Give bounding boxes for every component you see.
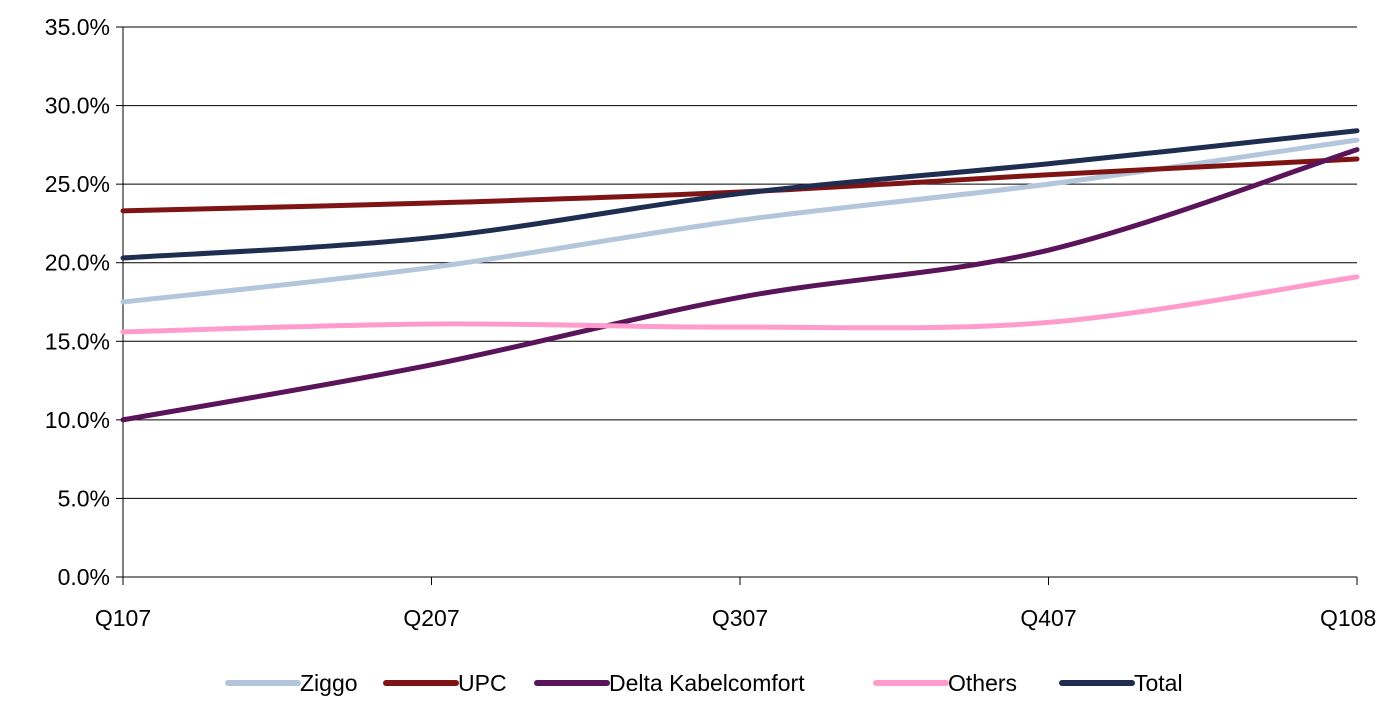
y-tick-label: 15.0% bbox=[45, 328, 110, 354]
series-line-upc bbox=[120, 156, 1360, 214]
y-tick-label: 10.0% bbox=[45, 407, 110, 433]
legend-label-delta-kabelcomfort: Delta Kabelcomfort bbox=[609, 670, 805, 696]
y-tick-label: 0.0% bbox=[58, 564, 110, 590]
legend-item-total: Total bbox=[1059, 670, 1183, 696]
series-line-total bbox=[120, 128, 1360, 261]
x-tick-label: Q107 bbox=[95, 605, 151, 631]
series-line-ziggo bbox=[120, 137, 1360, 305]
legend: Ziggo UPC Delta Kabelcomfort Others Total bbox=[225, 670, 1183, 696]
x-axis-tick-labels: Q107 Q207 Q307 Q407 Q108 bbox=[95, 605, 1376, 631]
legend-label-ziggo: Ziggo bbox=[300, 670, 358, 696]
series-lines bbox=[120, 128, 1360, 423]
y-tick-label: 30.0% bbox=[45, 93, 110, 119]
legend-item-upc: UPC bbox=[383, 670, 507, 696]
legend-item-delta-kabelcomfort: Delta Kabelcomfort bbox=[534, 670, 805, 696]
legend-item-ziggo: Ziggo bbox=[225, 670, 358, 696]
legend-label-upc: UPC bbox=[458, 670, 507, 696]
grid-lines bbox=[123, 26, 1357, 499]
x-tick-label: Q307 bbox=[712, 605, 768, 631]
y-tick-label: 20.0% bbox=[45, 250, 110, 276]
x-tick-label: Q407 bbox=[1020, 605, 1076, 631]
y-axis-tick-labels: 0.0% 5.0% 10.0% 15.0% 20.0% 25.0% 30.0% 35.0% bbox=[45, 14, 110, 590]
y-tick-label: 35.0% bbox=[45, 14, 110, 40]
y-tick-label: 25.0% bbox=[45, 171, 110, 197]
legend-item-others: Others bbox=[873, 670, 1017, 696]
legend-label-others: Others bbox=[948, 670, 1017, 696]
legend-label-total: Total bbox=[1134, 670, 1183, 696]
series-line-others bbox=[120, 274, 1360, 335]
x-tick-label: Q207 bbox=[403, 605, 459, 631]
series-line-delta-kabelcomfort bbox=[120, 147, 1360, 423]
x-tick-label: Q108 bbox=[1320, 605, 1376, 631]
y-tick-label: 5.0% bbox=[58, 485, 110, 511]
